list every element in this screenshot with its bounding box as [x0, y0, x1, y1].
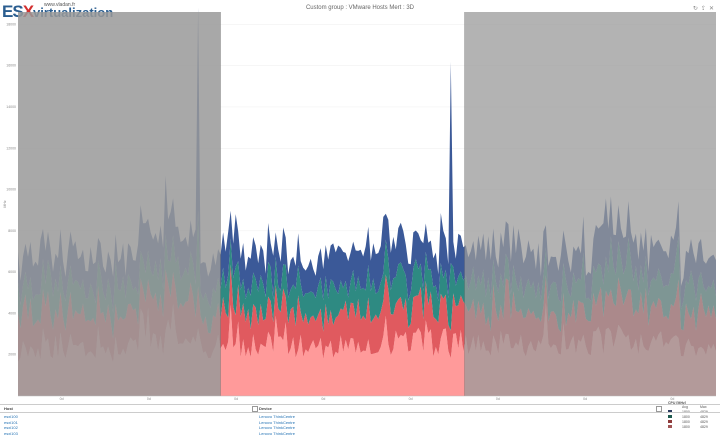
y-axis-label: MHz	[3, 200, 7, 207]
table-row-host[interactable]: esxi103	[4, 430, 18, 436]
y-tick-label: 2000	[8, 353, 16, 357]
shaded-region-right	[464, 12, 716, 396]
stacked-area-chart: 2000 4000 6000 8000 10000 12000 14000 16000 1800…	[3, 7, 716, 401]
device-column-menu-icon[interactable]	[656, 406, 662, 412]
y-tick-label: 14000	[6, 105, 16, 109]
x-tick-label: 0d	[670, 397, 674, 401]
table-row-host[interactable]: esxi100	[4, 414, 18, 419]
legend-max-value: 4829	[700, 424, 708, 429]
legend-table: CPU [MHz] Avg Max 1800 4829 1800 4829 1800 482…	[668, 401, 718, 429]
column-header-host[interactable]: Host	[4, 406, 13, 411]
legend-row: 1800 4829	[668, 424, 718, 429]
y-tick-label: 4000	[8, 311, 16, 315]
y-tick-label: 12000	[6, 146, 16, 150]
legend-row: 1800 4829	[668, 409, 718, 414]
host-device-table: Host Device esxi100 Lenovo ThinkCentre esx…	[0, 401, 720, 437]
export-icon[interactable]: ⇪	[700, 5, 706, 12]
x-tick-label: 0d	[409, 397, 413, 401]
legend-avg-value: 1800	[682, 424, 690, 429]
legend-avg-value: 1800	[682, 419, 690, 424]
y-tick-label: 8000	[8, 229, 16, 233]
legend-header: CPU [MHz]	[668, 401, 686, 405]
host-column-menu-icon[interactable]	[252, 406, 258, 412]
y-tick-label: 10000	[6, 188, 16, 192]
refresh-icon[interactable]: ↻	[692, 5, 698, 12]
window-controls: ↻ ⇪ ✕	[690, 5, 714, 12]
table-row-device[interactable]: Lenovo ThinkCentre	[259, 430, 295, 436]
legend-row: 1800 4829	[668, 414, 718, 419]
legend-swatch	[668, 419, 672, 424]
legend-avg-value: 1800	[682, 409, 690, 414]
table-row-device[interactable]: Lenovo ThinkCentre	[259, 419, 295, 425]
y-tick-label: 18000	[6, 22, 16, 26]
x-tick-label: 0d	[496, 397, 500, 401]
column-header-device[interactable]: Device	[259, 406, 272, 411]
legend-swatch	[668, 424, 672, 429]
x-tick-label: 0d	[234, 397, 238, 401]
table-row-host[interactable]: esxi101	[4, 419, 18, 425]
x-tick-label: 0d	[321, 397, 325, 401]
table-row-host[interactable]: esxi102	[4, 425, 18, 430]
y-tick-label: 16000	[6, 64, 16, 68]
legend-col-max: Max	[700, 405, 707, 409]
legend-max-value: 4829	[700, 414, 708, 419]
close-icon[interactable]: ✕	[708, 5, 714, 12]
legend-avg-value: 1800	[682, 414, 690, 419]
logo-url: www.vladan.fr	[44, 2, 76, 8]
table-row-device[interactable]: Lenovo ThinkCentre	[259, 425, 295, 430]
legend-swatch	[668, 409, 672, 414]
table-row-device[interactable]: Lenovo ThinkCentre	[259, 414, 295, 419]
legend-row: 1800 4829	[668, 419, 718, 424]
x-tick-label: 0d	[147, 397, 151, 401]
chart-window-title: Custom group : VMware Hosts Mert : 3D	[305, 5, 415, 11]
legend-max-value: 4829	[700, 409, 708, 414]
legend-col-avg: Avg	[682, 405, 688, 409]
y-tick-label: 6000	[8, 270, 16, 274]
legend-swatch	[668, 414, 672, 419]
x-tick-label: 0d	[583, 397, 587, 401]
legend-max-value: 4829	[700, 419, 708, 424]
logo-x: X	[22, 2, 34, 21]
x-tick-label: 0d	[60, 397, 64, 401]
shaded-region-left	[18, 12, 221, 396]
